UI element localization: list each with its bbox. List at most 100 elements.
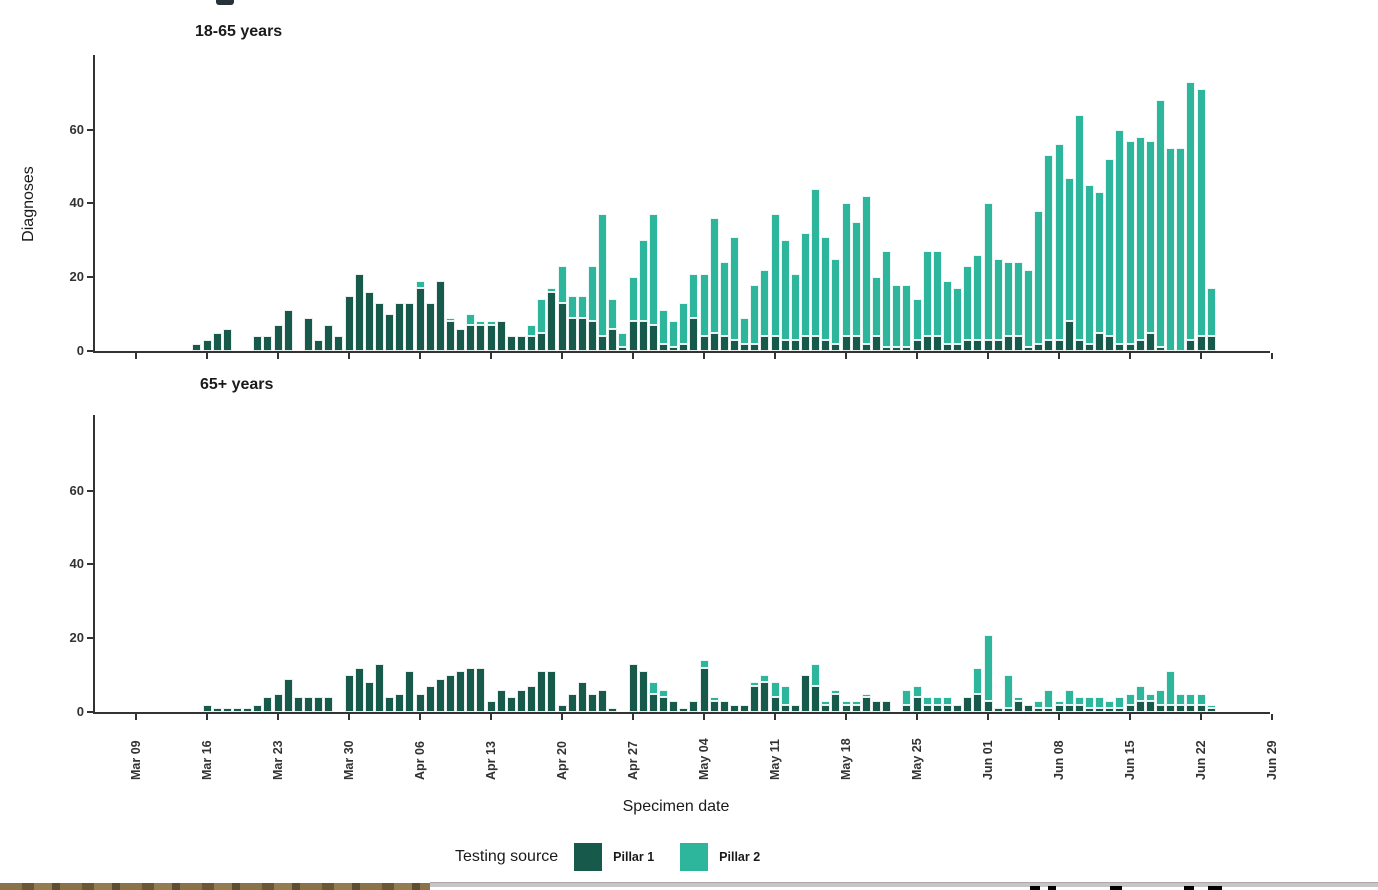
bar-segment-pillar1 [466, 667, 476, 712]
bar-segment-pillar1 [385, 314, 395, 351]
bar-segment-pillar2 [577, 295, 587, 318]
bar-segment-pillar1 [283, 310, 293, 351]
bar-segment-pillar2 [669, 321, 679, 348]
cropped-image-strip [0, 883, 430, 890]
bar-segment-pillar1 [1044, 708, 1054, 712]
legend-label-pillar2: Pillar 2 [719, 850, 761, 864]
bar-segment-pillar2 [770, 214, 780, 337]
bar-segment-pillar2 [882, 251, 892, 348]
bar-segment-pillar1 [324, 325, 334, 351]
bar-segment-pillar2 [973, 255, 983, 340]
bar-segment-pillar1 [1125, 343, 1135, 351]
bar-segment-pillar2 [1115, 129, 1125, 344]
bar-segment-pillar1 [851, 704, 861, 712]
bar-segment-pillar1 [679, 343, 689, 351]
bar-segment-pillar2 [476, 321, 486, 326]
bar-segment-pillar2 [1003, 675, 1013, 709]
bar-segment-pillar2 [445, 317, 455, 322]
bar-segment-pillar1 [425, 686, 435, 712]
bar-segment-pillar2 [648, 682, 658, 694]
x-tick-mark [916, 714, 918, 720]
bar-segment-pillar2 [841, 203, 851, 337]
bar-segment-pillar1 [871, 336, 881, 351]
y-tick-label: 20 [69, 269, 84, 285]
bar-segment-pillar1 [405, 303, 415, 351]
bar-segment-pillar2 [699, 660, 709, 668]
bar-segment-pillar2 [689, 273, 699, 318]
bar-segment-pillar2 [851, 700, 861, 705]
pillar1-swatch-icon [574, 843, 603, 871]
bar-segment-pillar1 [253, 336, 263, 351]
bar-segment-pillar1 [212, 708, 222, 712]
x-tick-mark [277, 714, 279, 720]
bar-segment-pillar1 [932, 704, 942, 712]
bar-segment-pillar1 [415, 288, 425, 351]
x-tick-mark [703, 714, 705, 720]
bar-segment-pillar1 [577, 682, 587, 712]
bar-segment-pillar2 [638, 240, 648, 322]
bar-segment-pillar1 [425, 303, 435, 351]
bar-segment-pillar1 [364, 682, 374, 712]
bar-segment-pillar1 [851, 336, 861, 351]
bar-segment-pillar2 [1145, 140, 1155, 333]
pillar2-swatch-icon [680, 843, 709, 871]
legend-title: Testing source [455, 848, 559, 865]
bar-segment-pillar1 [648, 325, 658, 351]
x-axis-line [93, 712, 1270, 714]
bar-segment-pillar1 [374, 664, 384, 712]
bar-segment-pillar1 [1084, 343, 1094, 351]
bar-segment-pillar1 [314, 697, 324, 712]
x-tick-mark [774, 714, 776, 720]
bar-segment-pillar1 [516, 689, 526, 712]
bar-segment-pillar2 [922, 251, 932, 337]
x-tick-label: May 04 [697, 738, 711, 780]
bar-segment-pillar2 [1196, 89, 1206, 337]
bar-segment-pillar2 [1125, 140, 1135, 344]
bar-segment-pillar1 [1064, 704, 1074, 712]
bar-segment-pillar2 [1176, 148, 1186, 351]
bar-segment-pillar1 [942, 704, 952, 712]
bar-segment-pillar2 [861, 196, 871, 344]
bar-segment-pillar1 [354, 273, 364, 351]
bar-segment-pillar1 [912, 697, 922, 712]
cropped-text-fragment [1030, 886, 1040, 890]
bar-segment-pillar1 [983, 700, 993, 712]
bar-segment-pillar1 [212, 332, 222, 351]
bar-segment-pillar1 [344, 295, 354, 351]
bar-segment-pillar1 [922, 704, 932, 712]
bar-segment-pillar1 [1064, 321, 1074, 351]
bar-segment-pillar2 [1034, 210, 1044, 344]
bar-segment-pillar2 [811, 664, 821, 687]
bar-segment-pillar1 [821, 339, 831, 351]
bar-segment-pillar1 [618, 347, 628, 351]
bar-segment-pillar1 [1095, 708, 1105, 712]
y-tick-mark [87, 276, 93, 279]
bar-segment-pillar1 [871, 700, 881, 712]
bar-segment-pillar2 [811, 188, 821, 337]
bar-segment-pillar2 [628, 277, 638, 322]
x-tick-mark [348, 353, 350, 359]
bar-segment-pillar2 [1125, 693, 1135, 705]
bar-segment-pillar2 [750, 682, 760, 687]
bar-segment-pillar2 [932, 697, 942, 705]
bar-segment-pillar1 [314, 339, 324, 351]
bar-segment-pillar1 [202, 339, 212, 351]
x-tick-mark [490, 714, 492, 720]
bar-segment-pillar1 [587, 321, 597, 351]
bar-segment-pillar1 [445, 675, 455, 712]
bar-segment-pillar1 [790, 339, 800, 351]
bar-segment-pillar1 [486, 325, 496, 351]
x-tick-mark [206, 714, 208, 720]
bar-segment-pillar1 [253, 704, 263, 712]
bar-segment-pillar1 [192, 343, 202, 351]
bar-segment-pillar2 [892, 284, 902, 348]
bar-segment-pillar1 [1003, 708, 1013, 712]
bar-segment-pillar2 [1084, 697, 1094, 709]
bar-segment-pillar1 [740, 343, 750, 351]
x-tick-mark [1058, 714, 1060, 720]
x-tick-mark [1058, 353, 1060, 359]
bar-segment-pillar1 [202, 704, 212, 712]
y-axis-line [93, 55, 95, 353]
y-tick-mark [87, 202, 93, 205]
bar-segment-pillar1 [800, 336, 810, 351]
